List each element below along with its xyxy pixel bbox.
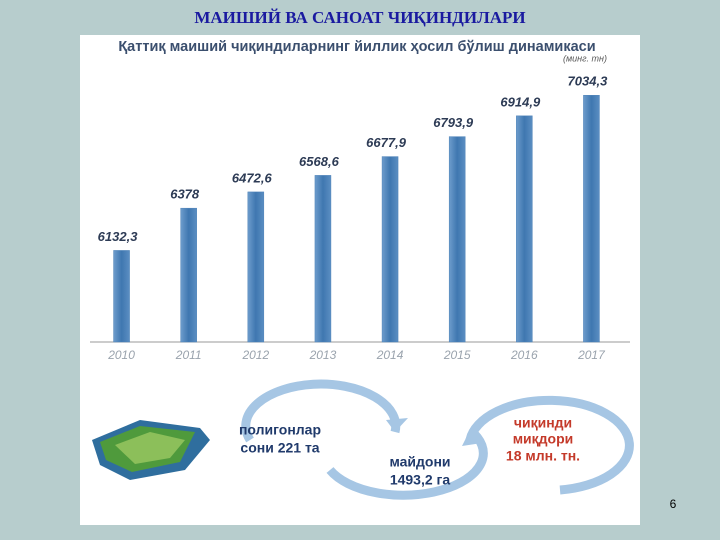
cycle-arrow	[326, 426, 488, 500]
value-label: 6677,9	[366, 135, 407, 150]
slide-title: МАИШИЙ ВА САНОАТ ЧИҚИНДИЛАРИ	[194, 8, 525, 27]
landfill-icon	[92, 420, 210, 480]
x-tick-label: 2014	[376, 348, 404, 362]
value-label: 6378	[170, 187, 200, 202]
cycle-arrow	[241, 379, 401, 443]
x-tick-label: 2015	[443, 348, 471, 362]
info-text: полигонлар	[239, 422, 321, 438]
value-label: 6914,9	[500, 94, 541, 109]
x-tick-label: 2017	[577, 348, 606, 362]
bar	[448, 136, 466, 343]
cycle-arrow	[465, 395, 634, 495]
plot: 2010 6132,3 2011 6378 2012 6472,6 2013 6568,6 20…	[98, 74, 608, 362]
bar	[314, 175, 332, 343]
info-text: сони 221 та	[240, 440, 319, 456]
info-text: 18 млн. тн.	[506, 448, 580, 464]
value-label: 7034,3	[568, 74, 609, 89]
value-label: 6132,3	[98, 229, 139, 244]
x-tick-label: 2013	[309, 348, 337, 362]
value-label: 6793,9	[433, 115, 474, 130]
arrow-head	[386, 418, 408, 432]
info-text: чиқинди	[514, 415, 572, 431]
bar	[381, 156, 399, 343]
chart-title: Қаттиқ маиший чиқиндиларнинг йиллик ҳоси…	[118, 39, 595, 55]
page-number: 6	[670, 497, 677, 511]
bar	[247, 191, 265, 343]
x-tick-label: 2011	[175, 348, 202, 362]
value-label: 6568,6	[299, 154, 340, 169]
x-tick-label: 2016	[510, 348, 538, 362]
x-tick-label: 2010	[107, 348, 135, 362]
x-tick-label: 2012	[241, 348, 269, 362]
bar	[583, 95, 600, 343]
bar	[516, 115, 533, 343]
infographic	[241, 379, 634, 500]
info-text: 1493,2 га	[390, 472, 451, 488]
info-text: миқдори	[513, 431, 574, 447]
bar	[180, 207, 197, 343]
value-label: 6472,6	[232, 170, 273, 185]
bar	[113, 250, 130, 343]
unit-label: (минг. тн)	[563, 53, 607, 63]
info-text: майдони	[389, 454, 450, 470]
arrow-head	[462, 430, 482, 446]
